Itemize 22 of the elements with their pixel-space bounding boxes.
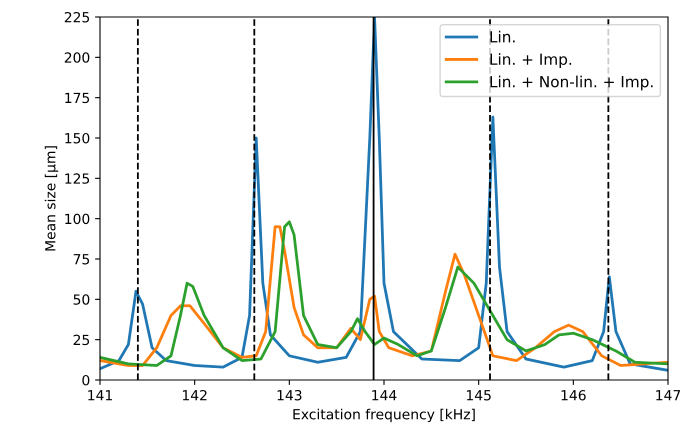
x-tick-label: 141 (88, 390, 112, 400)
y-tick-label: 25 (74, 334, 90, 346)
x-tick-label: 142 (182, 390, 207, 400)
legend-label: Lin. (490, 30, 515, 42)
x-axis-title: Excitation frequency [kHz] (293, 408, 475, 422)
x-tick-label: 146 (562, 390, 586, 400)
y-tick-label: 150 (65, 132, 90, 144)
y-tick-label: 175 (65, 92, 90, 104)
y-tick-label: 75 (74, 254, 90, 264)
y-tick-label: 125 (65, 173, 90, 184)
x-tick-label: 143 (278, 390, 302, 400)
x-tick-label: 147 (656, 390, 680, 400)
y-tick-label: 100 (65, 214, 90, 224)
y-tick-label: 200 (64, 52, 90, 63)
y-tick-label: 225 (64, 12, 90, 22)
y-axis-title: Mean size [µm] (44, 146, 58, 251)
x-tick-label: 144 (372, 390, 396, 400)
y-tick-label: 50 (74, 294, 90, 305)
legend-label: Lin. + Imp. (490, 53, 572, 68)
legend-label: Lin. + Non-lin. + Imp. (490, 76, 653, 90)
y-tick-label: 0 (82, 374, 90, 386)
x-tick-label: 145 (466, 390, 491, 400)
